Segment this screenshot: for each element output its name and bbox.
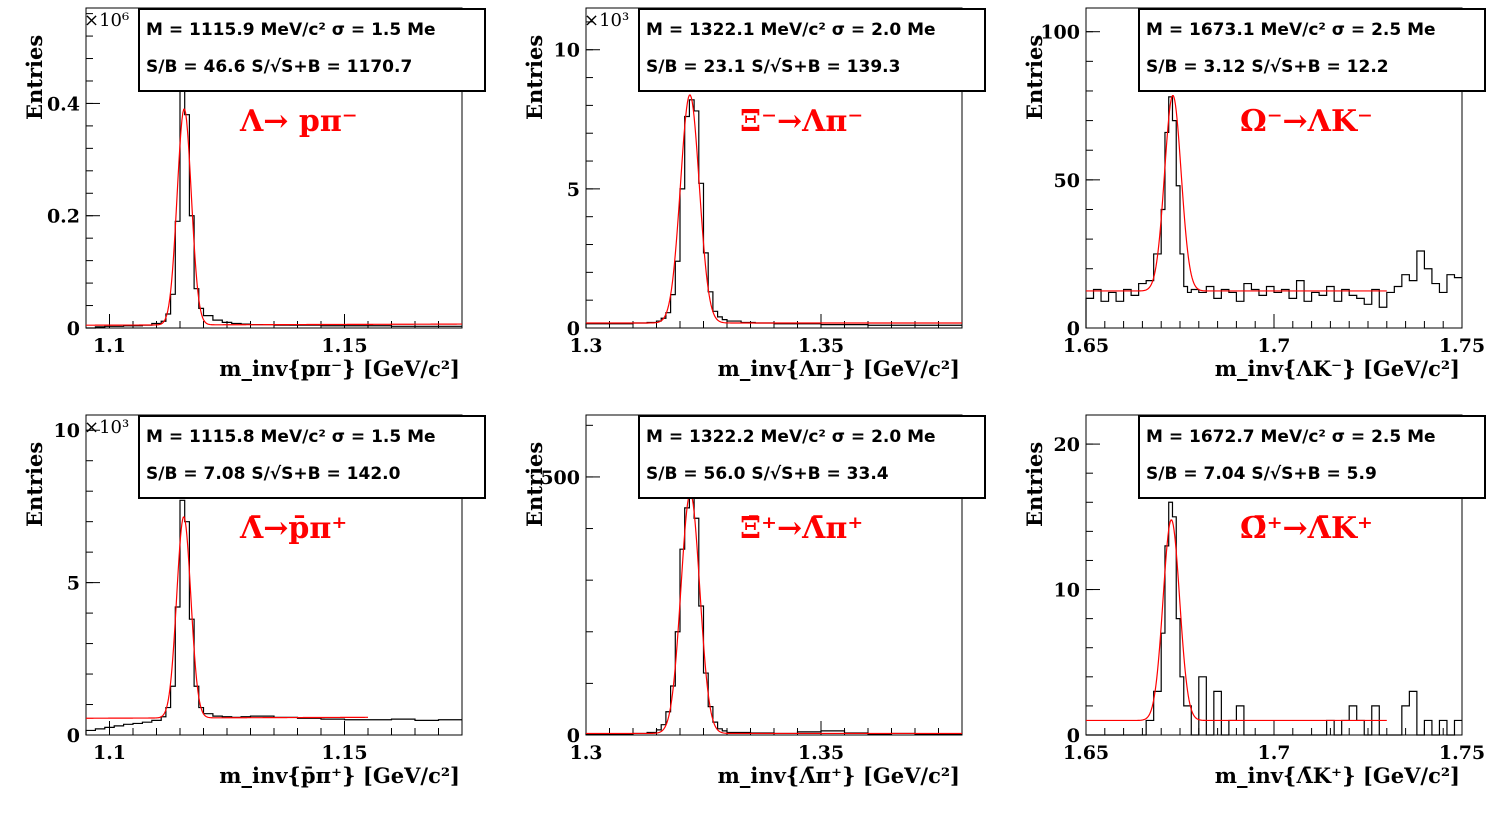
x-axis-label: m_inv{ΛK⁻} [GeV/c²]: [1214, 356, 1460, 381]
plot-svg: 0 0.2 0.4 1.1 1.15: [47, 7, 463, 357]
plot-svg: 0 500 1.3 1.35: [540, 414, 963, 764]
stats-box: M = 1672.7 MeV/c² σ = 2.5 Me S/B = 7.04 S…: [1138, 415, 1486, 499]
x-tick-label: 1.15: [321, 335, 367, 357]
x-tick-label: 1.75: [1439, 335, 1485, 357]
decay-channel-label: Ξ̄⁺→Λ̄π⁺: [740, 511, 864, 546]
histogram-panel: 0 5 10 1.3 1.35 ×10³ Entries m_inv{Λπ⁻} [GeV/c²…: [500, 0, 1000, 407]
fit-curve: [1086, 95, 1387, 292]
stats-box: M = 1322.1 MeV/c² σ = 2.0 Me S/B = 23.1 S…: [638, 8, 986, 92]
stats-significance: S/B = 23.1 S/√S+B = 139.3: [646, 57, 901, 77]
x-tick-label: 1.35: [798, 742, 844, 764]
stats-mass-sigma: M = 1673.1 MeV/c² σ = 2.5 Me: [1146, 20, 1436, 40]
y-tick-label: 0.4: [47, 93, 80, 115]
y-tick-label: 0: [67, 318, 80, 340]
y-tick-label: 100: [1040, 22, 1080, 44]
y-tick-label: 0: [567, 318, 580, 340]
x-axis-label: m_inv{Λ̄K⁺} [GeV/c²]: [1214, 763, 1460, 788]
decay-channel-label: Λ→ pπ⁻: [240, 104, 358, 139]
y-axis-label: Entries: [1022, 34, 1047, 120]
decay-channel-label: Ω̄⁺→Λ̄K⁺: [1240, 511, 1373, 546]
decay-channel-label: Λ̄→p̄π⁺: [240, 511, 348, 546]
histogram-panel: 0 10 20 1.65 1.7 1.75 Entries m_inv{Λ̄K⁺} [GeV/…: [1000, 407, 1500, 814]
y-tick-label: 20: [1054, 434, 1080, 456]
y-tick-label: 0: [67, 725, 80, 747]
stats-mass-sigma: M = 1115.8 MeV/c² σ = 1.5 Me: [146, 427, 436, 447]
fit-curve: [86, 516, 369, 719]
x-tick-label: 1.1: [93, 335, 126, 357]
stats-significance: S/B = 56.0 S/√S+B = 33.4: [646, 464, 889, 484]
plot-svg: 0 5 10 1.1 1.15: [54, 414, 463, 764]
stats-box: M = 1115.8 MeV/c² σ = 1.5 Me S/B = 7.08 S…: [138, 415, 486, 499]
x-tick-label: 1.35: [798, 335, 844, 357]
stats-mass-sigma: M = 1672.7 MeV/c² σ = 2.5 Me: [1146, 427, 1436, 447]
y-axis-label: Entries: [522, 441, 547, 527]
fit-curve: [1086, 519, 1387, 722]
y-tick-label: 0: [1067, 318, 1080, 340]
stats-significance: S/B = 7.04 S/√S+B = 5.9: [1146, 464, 1377, 484]
fit-curve: [586, 492, 962, 735]
data-histogram: [86, 85, 462, 329]
x-tick-label: 1.65: [1063, 742, 1109, 764]
y-tick-label: 10: [554, 40, 580, 62]
y-tick-label: 5: [67, 573, 80, 595]
y-multiplier: ×10⁶: [84, 10, 130, 31]
x-axis-label: m_inv{Λ̄π⁺} [GeV/c²]: [717, 763, 960, 788]
fit-curve: [586, 94, 962, 324]
x-axis-label: m_inv{p̄π⁺} [GeV/c²]: [219, 763, 460, 788]
x-tick-label: 1.3: [569, 742, 602, 764]
x-tick-label: 1.75: [1439, 742, 1485, 764]
decay-channel-label: Ω⁻→ΛK⁻: [1240, 104, 1373, 139]
data-histogram: [585, 494, 962, 735]
y-multiplier: ×10³: [584, 10, 630, 31]
x-tick-label: 1.3: [569, 335, 602, 357]
y-tick-label: 500: [540, 467, 580, 489]
stats-box: M = 1673.1 MeV/c² σ = 2.5 Me S/B = 3.12 S…: [1138, 8, 1486, 92]
stats-significance: S/B = 3.12 S/√S+B = 12.2: [1146, 57, 1389, 77]
histogram-panel: 0 5 10 1.1 1.15 ×10³ Entries m_inv{p̄π⁺} [GeV/c…: [0, 407, 500, 814]
y-tick-label: 10: [54, 420, 80, 442]
y-multiplier: ×10³: [84, 417, 130, 438]
stats-mass-sigma: M = 1322.1 MeV/c² σ = 2.0 Me: [646, 20, 936, 40]
histogram-panel: 0 50 100 1.65 1.7 1.75 Entries m_inv{ΛK⁻} [GeV/…: [1000, 0, 1500, 407]
plot-svg: 0 50 100 1.65 1.7 1.75: [1040, 7, 1485, 357]
fit-curve: [86, 108, 462, 326]
y-axis-label: Entries: [1022, 441, 1047, 527]
y-axis-label: Entries: [22, 34, 47, 120]
x-axis-label: m_inv{Λπ⁻} [GeV/c²]: [717, 356, 960, 381]
y-tick-label: 0: [567, 725, 580, 747]
stats-significance: S/B = 46.6 S/√S+B = 1170.7: [146, 57, 413, 77]
x-tick-label: 1.1: [93, 742, 126, 764]
x-tick-label: 1.15: [321, 742, 367, 764]
x-axis-label: m_inv{pπ⁻} [GeV/c²]: [219, 356, 460, 381]
decay-channel-label: Ξ⁻→Λπ⁻: [740, 104, 864, 139]
y-tick-label: 0: [1067, 725, 1080, 747]
stats-box: M = 1322.2 MeV/c² σ = 2.0 Me S/B = 56.0 S…: [638, 415, 986, 499]
y-tick-label: 50: [1054, 170, 1080, 192]
histogram-panel: 0 0.2 0.4 1.1 1.15 ×10⁶ Entries m_inv{pπ⁻} [GeV…: [0, 0, 500, 407]
y-axis-label: Entries: [522, 34, 547, 120]
stats-mass-sigma: M = 1115.9 MeV/c² σ = 1.5 Me: [146, 20, 436, 40]
y-tick-label: 0.2: [47, 206, 80, 228]
stats-significance: S/B = 7.08 S/√S+B = 142.0: [146, 464, 401, 484]
stats-mass-sigma: M = 1322.2 MeV/c² σ = 2.0 Me: [646, 427, 936, 447]
x-tick-label: 1.65: [1063, 335, 1109, 357]
y-tick-label: 10: [1054, 580, 1080, 602]
data-histogram: [1085, 96, 1462, 328]
plot-svg: 0 10 20 1.65 1.7 1.75: [1054, 414, 1485, 764]
histogram-panel: 0 500 1.3 1.35 Entries m_inv{Λ̄π⁺} [GeV/c²] M …: [500, 407, 1000, 814]
x-tick-label: 1.7: [1257, 335, 1290, 357]
stats-box: M = 1115.9 MeV/c² σ = 1.5 Me S/B = 46.6 S…: [138, 8, 486, 92]
x-tick-label: 1.7: [1257, 742, 1290, 764]
y-tick-label: 5: [567, 179, 580, 201]
y-axis-label: Entries: [22, 441, 47, 527]
data-histogram: [1086, 501, 1462, 736]
